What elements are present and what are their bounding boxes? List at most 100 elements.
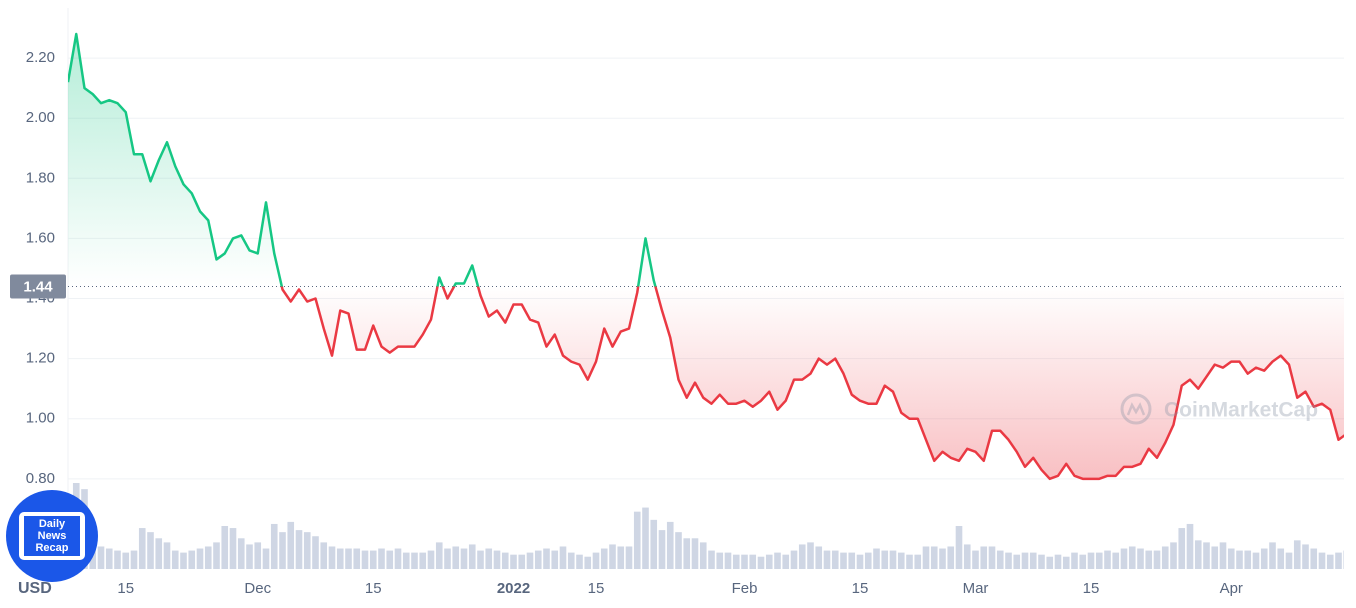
x-tick-label: 15 [588, 580, 605, 597]
volume-bar [782, 554, 790, 569]
volume-bar [996, 550, 1004, 569]
volume-bar [930, 546, 938, 569]
volume-bar [1137, 548, 1144, 569]
x-tick-label: 15 [1083, 580, 1100, 597]
volume-bar [270, 523, 278, 569]
volume-bar [287, 521, 295, 569]
volume-bar [196, 548, 204, 569]
price-area [68, 34, 1344, 479]
volume-bar [336, 548, 344, 569]
volume-bar [345, 548, 352, 569]
volume-bar [477, 550, 484, 569]
x-tick-label: 15 [852, 580, 869, 597]
volume-bar [526, 552, 534, 569]
volume-bar [105, 548, 113, 569]
volume-bar [1161, 546, 1169, 569]
volume-bar [1145, 550, 1153, 569]
price-line [68, 32, 1344, 481]
volume-bar [147, 532, 154, 569]
volume-bar [1277, 548, 1285, 569]
badge-text: Daily [39, 518, 66, 530]
volume-bar [716, 552, 724, 569]
y-tick-label: 1.20 [26, 350, 55, 367]
volume-bar [741, 554, 748, 569]
volume-bar [906, 554, 913, 569]
volume-bar [1236, 550, 1243, 569]
volume-bar [1104, 550, 1111, 569]
badge-text: Recap [35, 542, 68, 554]
volume-bar [369, 550, 377, 569]
volume-bar [815, 546, 823, 569]
volume-bar [856, 554, 864, 569]
volume-bar [444, 548, 451, 569]
volume-bar [171, 550, 179, 569]
volume-bar [675, 532, 682, 569]
volume-bar [963, 544, 971, 569]
volume-bar [1087, 552, 1095, 569]
volume-bar [1285, 552, 1293, 569]
volume-bar [221, 526, 229, 569]
volume-bar [1178, 528, 1186, 569]
volume-bar [411, 552, 418, 569]
volume-bar [1326, 554, 1334, 569]
volume-bar [114, 550, 121, 569]
watermark-text: CoinMarketCap [1164, 399, 1318, 422]
x-tick-label: Apr [1220, 580, 1243, 597]
volume-bar [757, 556, 765, 569]
volume-bar [254, 542, 262, 569]
volume-bar [468, 544, 476, 569]
volume-bar [609, 544, 616, 569]
x-tick-label: Dec [244, 580, 271, 597]
volume-bar [419, 552, 427, 569]
y-tick-label: 1.00 [26, 410, 55, 427]
volume-bar [155, 538, 163, 569]
volume-bar [724, 552, 732, 569]
volume-bar [798, 544, 806, 569]
y-tick-label: 1.60 [26, 229, 55, 246]
volume-bar [749, 554, 757, 569]
x-tick-label: Mar [963, 580, 989, 597]
volume-bar [642, 507, 649, 569]
y-tick-label: 2.20 [26, 49, 55, 66]
volume-bar [501, 552, 509, 569]
volume-bar [1046, 556, 1054, 569]
volume-bar [229, 528, 237, 569]
volume-bar [988, 546, 996, 569]
x-tick-label: 15 [117, 580, 134, 597]
volume-bar [361, 550, 369, 569]
volume-bar [658, 530, 666, 569]
reference-label: 1.44 [23, 278, 53, 295]
volume-bar [1120, 548, 1128, 569]
volume-bar [831, 550, 839, 569]
volume-bar [328, 546, 336, 569]
badge: Daily News Recap [6, 490, 98, 582]
volume-bar [889, 550, 897, 569]
volume-bar [650, 519, 658, 569]
volume-bar [1021, 552, 1029, 569]
volume-bar [460, 548, 468, 569]
volume-bar [312, 536, 319, 569]
volume-bar [732, 554, 740, 569]
volume-bar [1318, 552, 1326, 569]
volume-bar [972, 550, 979, 569]
volume-bar [1219, 542, 1227, 569]
volume-bar [122, 552, 130, 569]
volume-bar [1194, 540, 1202, 569]
volume-bar [303, 532, 311, 569]
volume-bar [576, 554, 583, 569]
volume-bar [790, 550, 798, 569]
volume-bar [1029, 552, 1037, 569]
volume-bar [633, 511, 641, 569]
y-tick-label: 0.80 [26, 470, 55, 487]
volume-bar [617, 546, 625, 569]
volume-bar [774, 552, 781, 569]
watermark: CoinMarketCap [1120, 393, 1318, 425]
volume-bar [1310, 548, 1318, 569]
volume-bar [510, 554, 517, 569]
volume-bar [1302, 544, 1309, 569]
volume-bar [848, 552, 856, 569]
volume-bar [427, 550, 435, 569]
volume-bar [980, 546, 988, 569]
volume-bar [1252, 552, 1260, 569]
